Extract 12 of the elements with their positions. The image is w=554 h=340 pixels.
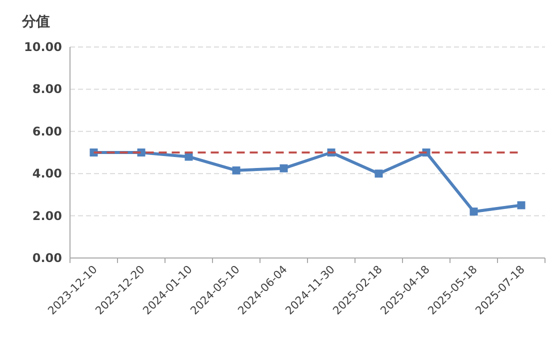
point — [232, 166, 240, 174]
y-tick-label: 4.00 — [32, 166, 62, 181]
point — [517, 201, 526, 210]
y-tick-label: 0.00 — [32, 251, 62, 265]
point — [470, 208, 478, 216]
y-tick-label: 10.00 — [24, 40, 62, 54]
point — [374, 170, 383, 178]
y-tick-label: 8.00 — [32, 82, 62, 96]
y-tick-label: 6.00 — [32, 124, 62, 138]
y-axis-title: 分值 — [21, 14, 50, 30]
y-tick-label: 2.00 — [32, 208, 62, 223]
point — [280, 164, 288, 172]
